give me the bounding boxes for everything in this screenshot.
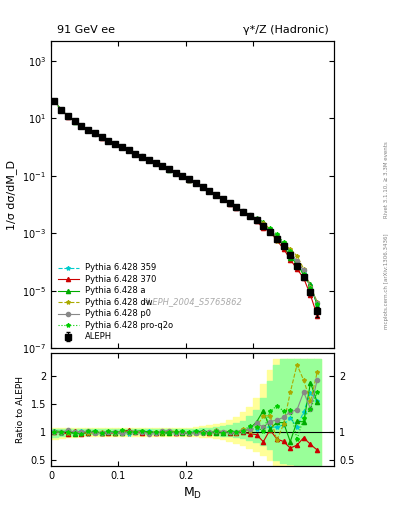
Y-axis label: 1/σ dσ/dM_D: 1/σ dσ/dM_D [6,160,17,229]
Text: mcplots.cern.ch [arXiv:1306.3436]: mcplots.cern.ch [arXiv:1306.3436] [384,234,389,329]
Text: Rivet 3.1.10, ≥ 3.3M events: Rivet 3.1.10, ≥ 3.3M events [384,141,389,218]
X-axis label: $\mathrm{M_D}$: $\mathrm{M_D}$ [183,486,202,501]
Text: ALEPH_2004_S5765862: ALEPH_2004_S5765862 [143,297,242,307]
Y-axis label: Ratio to ALEPH: Ratio to ALEPH [16,376,25,443]
Text: γ*/Z (Hadronic): γ*/Z (Hadronic) [242,25,329,35]
Text: 91 GeV ee: 91 GeV ee [57,25,115,35]
Legend: Pythia 6.428 359, Pythia 6.428 370, Pythia 6.428 a, Pythia 6.428 dw, Pythia 6.42: Pythia 6.428 359, Pythia 6.428 370, Pyth… [55,261,176,344]
